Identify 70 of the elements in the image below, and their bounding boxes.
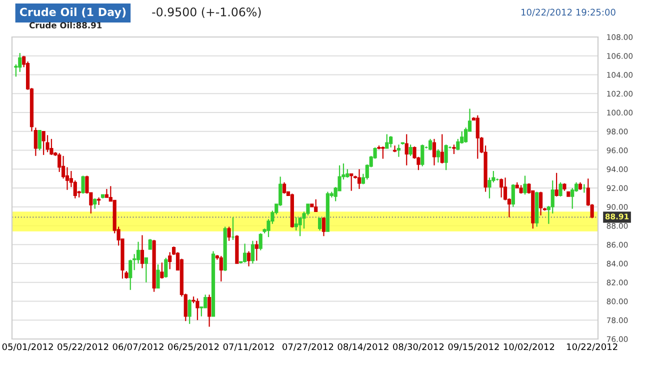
text: 10/22/2012 19:25:00 <box>522 8 616 16</box>
candlestick <box>196 298 200 321</box>
candlestick <box>38 130 42 151</box>
candlestick <box>144 257 148 283</box>
candlestick <box>436 148 440 164</box>
candlestick <box>250 240 255 264</box>
candlestick <box>128 259 132 290</box>
candlestick <box>408 144 412 156</box>
x-tick-label: 08/30/2012 <box>393 343 444 351</box>
chart-subtitle: -0.9500 (+-1.06%) <box>152 7 261 18</box>
candlestick <box>219 255 223 282</box>
candlestick <box>46 134 50 153</box>
candlestick <box>81 175 85 194</box>
candlestick <box>314 198 318 212</box>
candlestick <box>396 144 401 158</box>
candlestick <box>258 232 262 251</box>
x-tick-label: 09/15/2012 <box>448 343 499 351</box>
candlestick <box>554 172 558 198</box>
candlestick <box>188 298 192 324</box>
candlestick <box>164 257 168 278</box>
candlestick <box>160 262 164 280</box>
candlestick <box>322 216 326 237</box>
candlestick <box>389 136 393 148</box>
chart-title: Crude Oil (1 Day) <box>20 8 126 18</box>
candlestick <box>523 175 527 196</box>
candlestick <box>42 130 46 156</box>
x-tick-label: 05/01/2012 <box>2 343 53 351</box>
candlestick <box>511 184 515 208</box>
candlestick <box>243 243 247 264</box>
candlestick <box>18 52 22 72</box>
candlestick <box>452 144 456 155</box>
candlestick <box>318 218 322 232</box>
candlestick <box>392 144 397 153</box>
candlestick <box>385 134 389 149</box>
candlestick <box>93 198 97 210</box>
candlestick <box>156 264 160 289</box>
candlestick <box>204 294 208 308</box>
candlestick <box>282 182 286 194</box>
candlestick <box>381 146 385 160</box>
x-tick-label: 05/22/2012 <box>58 343 108 351</box>
candlestick <box>558 182 562 198</box>
candlestick <box>208 294 212 328</box>
candlestick <box>456 138 460 151</box>
x-tick-label: 10/02/2012 <box>504 343 554 351</box>
candlestick <box>444 144 448 171</box>
candlestick <box>350 173 354 192</box>
x-tick-label: 10/22/2012 <box>567 343 618 351</box>
x-tick-label: 07/27/2012 <box>282 343 334 351</box>
x-tick-label: 06/25/2012 <box>168 343 219 351</box>
candlestick <box>440 134 444 164</box>
x-tick-label: 08/14/2012 <box>338 343 388 351</box>
candlestick <box>404 134 408 166</box>
x-tick-label: 06/07/2012 <box>112 343 164 351</box>
candlestick <box>357 168 362 190</box>
candlestick <box>428 138 432 151</box>
candlestick <box>476 114 480 160</box>
candlestick <box>50 138 54 156</box>
candlestick <box>246 250 251 267</box>
candlestick <box>73 180 77 199</box>
candlestick <box>254 240 258 262</box>
candlestick <box>227 226 231 242</box>
candlestick <box>148 238 152 250</box>
candlestick <box>432 138 436 166</box>
candlestick <box>140 234 144 269</box>
text: Crude Oil:88.91 <box>29 22 102 28</box>
candlestick <box>500 178 504 198</box>
candlestick <box>420 144 424 167</box>
x-tick-label: 07/11/2012 <box>223 343 274 351</box>
candlestick <box>538 191 543 216</box>
candlestick <box>550 180 554 214</box>
